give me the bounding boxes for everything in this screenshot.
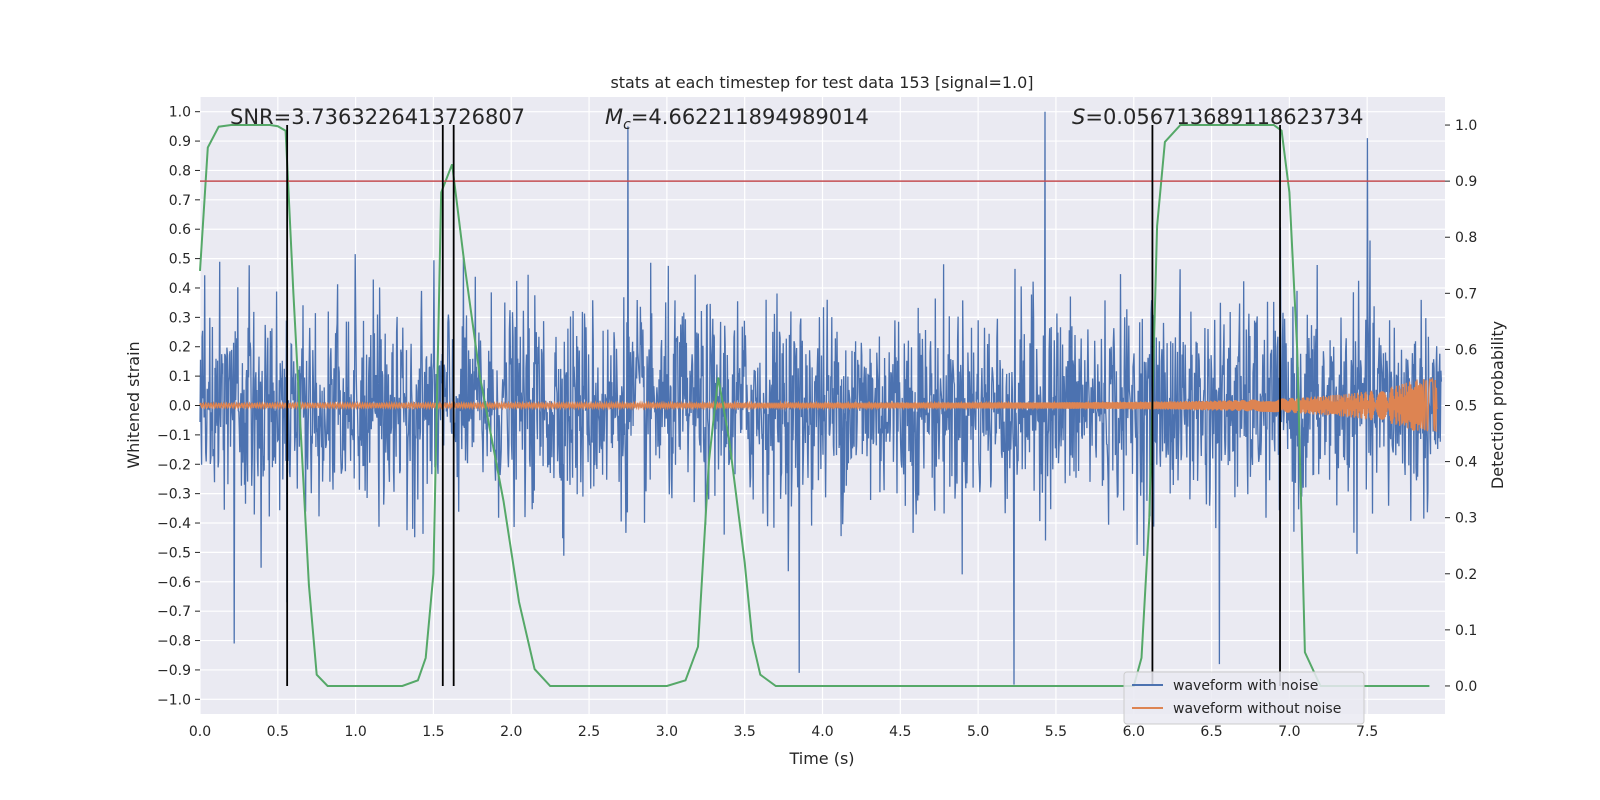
snr-annotation: SNR=3.7363226413726807	[230, 105, 525, 129]
mc-annotation: Mc=4.662211894989014	[605, 105, 869, 133]
legend-label-noise: waveform with noise	[1173, 678, 1318, 694]
x-tick-label: 2.0	[500, 724, 522, 740]
x-tick-label: 2.5	[578, 724, 600, 740]
y-right-tick-label: 0.6	[1455, 342, 1477, 358]
y-left-tick-label: 0.1	[169, 369, 191, 385]
y-left-tick-label: −0.1	[157, 428, 191, 444]
y-axis-right-ticks: 0.0 0.1 0.2 0.3 0.4 0.5 0.6 0.7 0.8 0.9 1.0	[1445, 118, 1477, 695]
y-right-tick-label: 0.2	[1455, 567, 1477, 583]
y-left-tick-label: 0.4	[169, 281, 191, 297]
x-tick-label: 6.0	[1123, 724, 1145, 740]
y-right-tick-label: 0.7	[1455, 286, 1477, 302]
probability-line	[199, 124, 1430, 687]
y-axis-left-label: Whitened strain	[124, 341, 143, 468]
y-left-tick-label: 1.0	[169, 105, 191, 121]
x-tick-label: 1.5	[422, 724, 444, 740]
x-axis-label: Time (s)	[788, 749, 854, 768]
x-axis-ticks: 0.0 0.5 1.0 1.5 2.0 2.5 3.0 3.5 4.0 4.5 5.0 5.5 6.0 6…	[189, 724, 1378, 740]
y-left-tick-label: −0.7	[157, 604, 191, 620]
series-waveform-without-noise	[199, 377, 1438, 432]
x-tick-label: 7.0	[1278, 724, 1300, 740]
y-right-tick-label: 0.1	[1455, 623, 1477, 639]
y-left-tick-label: 0.9	[169, 134, 191, 150]
y-left-tick-label: −0.3	[157, 487, 191, 503]
y-left-tick-label: 0.2	[169, 340, 191, 356]
clean-line	[199, 377, 1438, 432]
y-left-tick-label: 0.6	[169, 222, 191, 238]
series-detection-probability	[199, 124, 1430, 687]
y-left-tick-label: −0.9	[157, 663, 191, 679]
y-left-tick-label: 0.3	[169, 310, 191, 326]
y-right-tick-label: 0.0	[1455, 679, 1477, 695]
y-axis-right-label: Detection probability	[1488, 321, 1507, 489]
y-right-tick-label: 1.0	[1455, 118, 1477, 134]
y-left-tick-label: −0.5	[157, 545, 191, 561]
x-tick-label: 3.5	[734, 724, 756, 740]
y-right-tick-label: 0.3	[1455, 511, 1477, 527]
y-left-tick-label: −1.0	[157, 692, 191, 708]
y-left-tick-label: 0.5	[169, 252, 191, 268]
y-left-tick-label: 0.8	[169, 163, 191, 179]
y-left-tick-label: −0.4	[157, 516, 191, 532]
y-left-tick-label: −0.2	[157, 457, 191, 473]
y-right-tick-label: 0.9	[1455, 174, 1477, 190]
y-left-tick-label: −0.8	[157, 634, 191, 650]
y-right-tick-label: 0.4	[1455, 455, 1477, 471]
y-right-tick-label: 0.8	[1455, 230, 1477, 246]
x-tick-label: 3.0	[656, 724, 678, 740]
x-tick-label: 4.5	[889, 724, 911, 740]
x-tick-label: 0.5	[267, 724, 289, 740]
y-left-tick-label: 0.0	[169, 399, 191, 415]
legend-box	[1123, 671, 1365, 725]
x-tick-label: 5.5	[1045, 724, 1067, 740]
y-right-tick-label: 0.5	[1455, 399, 1477, 415]
chart-title: stats at each timestep for test data 153…	[610, 73, 1033, 92]
x-tick-label: 0.0	[189, 724, 211, 740]
y-left-tick-label: −0.6	[157, 575, 191, 591]
noise-line	[199, 111, 1443, 685]
reference-lines	[200, 125, 1445, 686]
y-axis-left-ticks: −1.0 −0.9 −0.8 −0.7 −0.6 −0.5 −0.4 −0.3 −0.2 −0.1…	[157, 105, 200, 708]
y-left-tick-label: 0.7	[169, 193, 191, 209]
x-tick-label: 4.0	[811, 724, 833, 740]
legend: waveform with noise waveform without noi…	[1123, 671, 1365, 725]
legend-label-clean: waveform without noise	[1173, 701, 1341, 717]
x-tick-label: 7.5	[1356, 724, 1378, 740]
s-annotation: S=0.056713689118623734	[1072, 105, 1363, 129]
x-tick-label: 6.5	[1200, 724, 1222, 740]
x-tick-label: 5.0	[967, 724, 989, 740]
x-tick-label: 1.0	[344, 724, 366, 740]
series-waveform-with-noise	[199, 111, 1443, 685]
